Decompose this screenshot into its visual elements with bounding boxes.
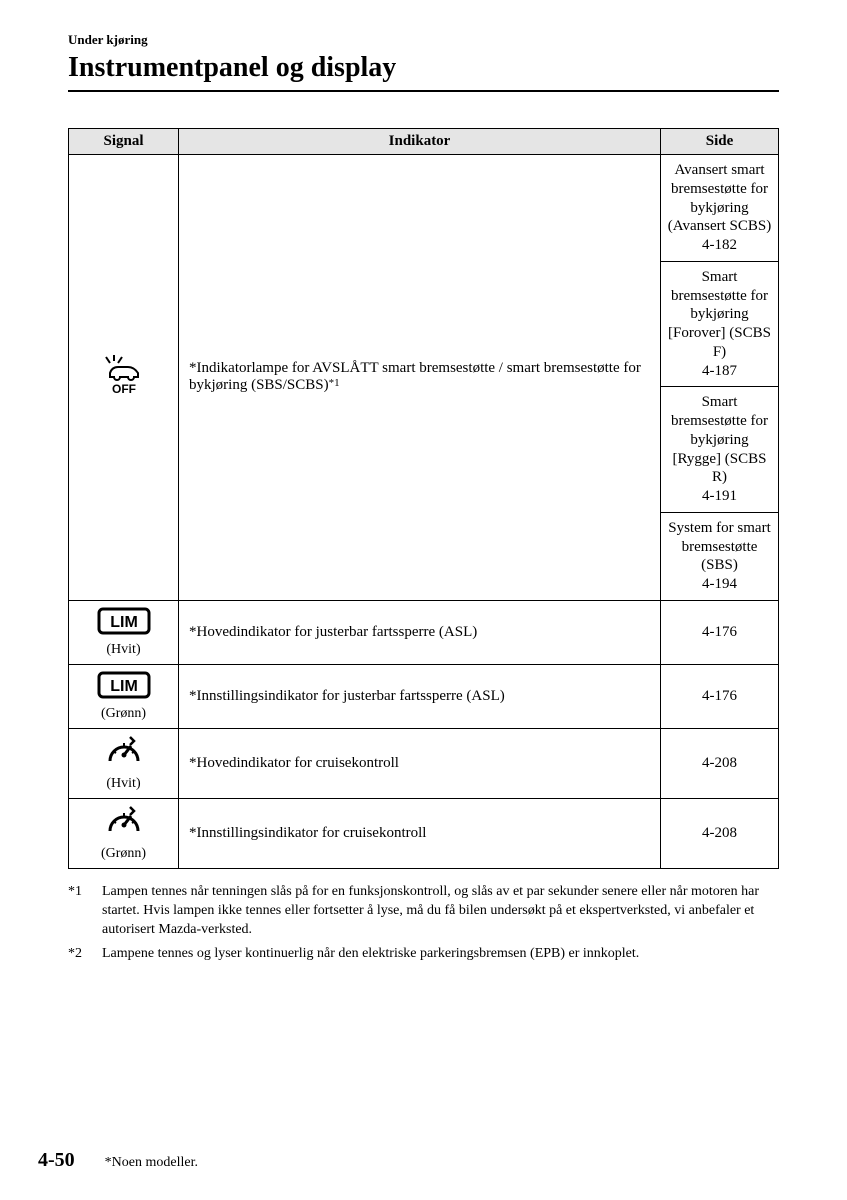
indicator-prefix: * bbox=[189, 825, 197, 841]
col-header-signal: Signal bbox=[69, 129, 179, 155]
lim-icon: LIM bbox=[97, 607, 151, 640]
table-row: (Grønn) *Innstillingsindikator for cruis… bbox=[69, 798, 779, 868]
footnote-text: Lampene tennes og lyser kontinuerlig når… bbox=[102, 945, 639, 964]
indicator-text: Innstillingsindikator for cruisekontroll bbox=[197, 825, 427, 841]
page-cell: 4-176 bbox=[661, 600, 779, 664]
footnotes: *1 Lampen tennes når tenningen slås på f… bbox=[68, 883, 779, 965]
col-header-indicator: Indikator bbox=[179, 129, 661, 155]
footnote-key: *2 bbox=[68, 945, 92, 964]
page-title: Instrumentpanel og display bbox=[68, 52, 779, 84]
indicator-table: Signal Indikator Side bbox=[68, 128, 779, 869]
page-footer: 4-50 *Noen modeller. bbox=[38, 1149, 779, 1172]
icon-caption: (Grønn) bbox=[101, 706, 146, 722]
signal-cell: (Grønn) bbox=[69, 798, 179, 868]
table-row: OFF *Indikatorlampe for AVSLÅTT smart br… bbox=[69, 155, 779, 262]
page-cell: Smart bremsestøtte for bykjøring [Rygge]… bbox=[661, 387, 779, 513]
indicator-cell: *Hovedindikator for justerbar fartssperr… bbox=[179, 600, 661, 664]
icon-caption: (Hvit) bbox=[106, 642, 140, 658]
indicator-text: Hovedindikator for cruisekontroll bbox=[197, 755, 399, 771]
indicator-cell: *Innstillingsindikator for cruisekontrol… bbox=[179, 798, 661, 868]
title-rule bbox=[68, 90, 779, 92]
indicator-cell: *Innstillingsindikator for justerbar far… bbox=[179, 664, 661, 728]
indicator-text: Innstillingsindikator for justerbar fart… bbox=[197, 688, 505, 704]
icon-caption: (Hvit) bbox=[106, 776, 140, 792]
footnote-key: *1 bbox=[68, 883, 92, 940]
page-cell: 4-208 bbox=[661, 728, 779, 798]
indicator-text: Indikatorlampe for AVSLÅTT smart bremses… bbox=[189, 360, 641, 393]
page-cell: 4-208 bbox=[661, 798, 779, 868]
breadcrumb: Under kjøring bbox=[68, 32, 779, 48]
col-header-page: Side bbox=[661, 129, 779, 155]
table-row: LIM (Grønn) *Innstillingsindikator for j… bbox=[69, 664, 779, 728]
indicator-cell: *Indikatorlampe for AVSLÅTT smart bremse… bbox=[179, 155, 661, 601]
page-cell: Avansert smart bremsestøtte for bykjørin… bbox=[661, 155, 779, 262]
svg-text:OFF: OFF bbox=[112, 382, 136, 396]
svg-text:LIM: LIM bbox=[110, 678, 138, 695]
table-row: LIM (Hvit) *Hovedindikator for justerbar… bbox=[69, 600, 779, 664]
lim-icon: LIM bbox=[97, 671, 151, 704]
cruise-icon bbox=[104, 735, 144, 774]
table-header-row: Signal Indikator Side bbox=[69, 129, 779, 155]
svg-text:LIM: LIM bbox=[110, 614, 138, 631]
indicator-prefix: * bbox=[189, 624, 197, 640]
page-cell: 4-176 bbox=[661, 664, 779, 728]
indicator-text: Hovedindikator for justerbar fartssperre… bbox=[197, 624, 478, 640]
indicator-prefix: * bbox=[189, 688, 197, 704]
cruise-icon bbox=[104, 805, 144, 844]
footnote: *1 Lampen tennes når tenningen slås på f… bbox=[68, 883, 779, 940]
icon-caption: (Grønn) bbox=[101, 846, 146, 862]
footnote-text: Lampen tennes når tenningen slås på for … bbox=[102, 883, 779, 940]
footer-note: *Noen modeller. bbox=[105, 1155, 198, 1171]
page-cell: Smart bremsestøtte for bykjøring [Forove… bbox=[661, 261, 779, 387]
signal-cell: LIM (Hvit) bbox=[69, 600, 179, 664]
signal-cell: OFF bbox=[69, 155, 179, 601]
indicator-cell: *Hovedindikator for cruisekontroll bbox=[179, 728, 661, 798]
signal-cell: (Hvit) bbox=[69, 728, 179, 798]
table-row: (Hvit) *Hovedindikator for cruisekontrol… bbox=[69, 728, 779, 798]
indicator-prefix: * bbox=[189, 755, 197, 771]
page-cell: System for smart bremsestøtte (SBS)4-194 bbox=[661, 512, 779, 600]
scbs-off-icon: OFF bbox=[100, 353, 148, 402]
indicator-prefix: * bbox=[189, 360, 197, 376]
footer-page-number: 4-50 bbox=[38, 1149, 75, 1172]
footnote: *2 Lampene tennes og lyser kontinuerlig … bbox=[68, 945, 779, 964]
signal-cell: LIM (Grønn) bbox=[69, 664, 179, 728]
indicator-sup: *1 bbox=[329, 377, 340, 389]
